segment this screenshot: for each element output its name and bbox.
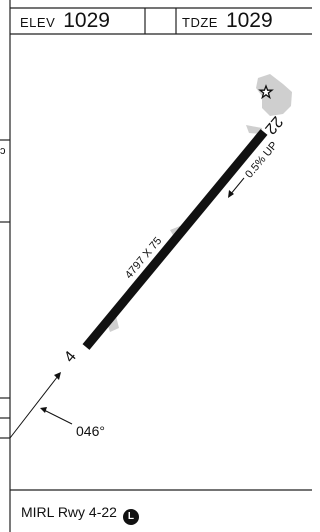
lighting-badge-icon: L [122, 509, 139, 525]
left-margin-fragment: ɔ [0, 145, 6, 157]
runway-4-22 [82, 129, 268, 350]
heading-arrow-icon [9, 372, 73, 439]
heading-label: 046° [76, 423, 105, 439]
tdze-value: 1029 [225, 9, 273, 32]
tdze-readout: TDZE 1029 [182, 9, 312, 33]
runway-end-4-label: 4 [61, 348, 80, 366]
lighting-label: MIRL Rwy 4-22 [21, 504, 117, 520]
frame-lines [0, 0, 312, 532]
slope-arrow-icon [228, 177, 245, 198]
elev-label: ELEV [20, 15, 56, 30]
beacon-star-icon [258, 84, 274, 100]
tdze-label: TDZE [182, 15, 218, 30]
apron-area [256, 74, 292, 116]
taxiway-stub-upper [246, 125, 262, 134]
elevation-readout: ELEV 1029 [20, 9, 140, 33]
lighting-note: MIRL Rwy 4-22 L [21, 503, 139, 525]
elev-value: 1029 [63, 9, 110, 32]
